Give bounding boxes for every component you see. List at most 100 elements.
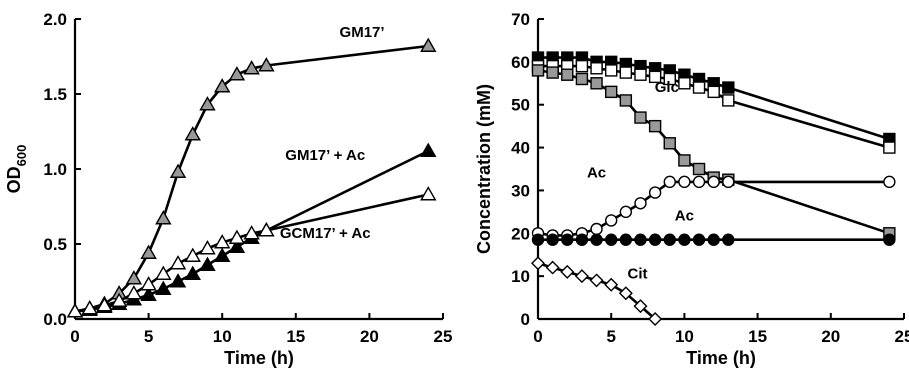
series-5-point (618, 286, 633, 301)
series-0-point (199, 96, 216, 111)
series-2-point (561, 68, 574, 81)
x-tick-label: 15 (748, 327, 767, 346)
series-4-point (663, 233, 676, 246)
series-1-point (605, 64, 618, 77)
series-1-point (228, 238, 246, 253)
y-tick-label: 60 (511, 53, 530, 72)
series-2-point (81, 300, 98, 315)
x-tick-label: 5 (144, 327, 153, 346)
series-0-point (722, 81, 735, 94)
series-2-point (531, 64, 545, 77)
series-3-point (590, 222, 603, 236)
series-3-point (648, 186, 662, 199)
series-3-point (692, 175, 706, 189)
series-0-point (155, 210, 172, 225)
series-3-point (605, 214, 618, 227)
series-2-point (184, 247, 201, 262)
series-2-point (420, 186, 437, 201)
series-3-point (883, 175, 896, 189)
series-2-point (634, 111, 647, 124)
series-2-point (692, 162, 706, 176)
series-2-point (140, 276, 157, 291)
series-1-point (634, 68, 647, 81)
x-tick-label: 15 (286, 327, 305, 346)
x-tick-label: 25 (434, 327, 453, 346)
y-tick-label: 40 (511, 139, 530, 158)
y-tick-label: 20 (511, 224, 530, 243)
series-0-point (184, 126, 201, 141)
series-2-point (199, 240, 216, 255)
y-axis-title-subscript: 600 (14, 145, 29, 167)
series-1-point (883, 141, 896, 154)
series-5-point (574, 269, 589, 284)
series-3-point (663, 175, 676, 189)
x-tick-label: 0 (533, 327, 542, 346)
annotation-label: GM17’ + Ac (285, 147, 365, 164)
series-2-point (619, 94, 633, 107)
series-3-point (634, 197, 647, 210)
series-0-point (420, 37, 437, 52)
series-2-point (590, 77, 603, 90)
series-2 (66, 186, 437, 318)
series-3-point (678, 175, 691, 189)
x-tick-label: 10 (213, 327, 232, 346)
x-tick-label: 20 (360, 327, 379, 346)
y-axis-title: OD600 (4, 145, 29, 194)
series-2-point (605, 85, 618, 99)
series-4-point (590, 233, 603, 246)
annotation-label: Glc (655, 79, 679, 96)
series-4-point (707, 233, 720, 246)
series-2-point (155, 265, 172, 280)
series-4-point (561, 233, 574, 246)
series-1-point (140, 286, 157, 301)
x-axis-title: Time (h) (686, 348, 756, 368)
series-0-point (228, 66, 246, 81)
series-1-point (155, 280, 172, 295)
series-1-point (648, 70, 662, 84)
y-tick-label: 1.0 (43, 160, 67, 179)
series-0-point (140, 244, 157, 259)
y-tick-label: 0 (521, 310, 530, 329)
series-5-point (589, 273, 604, 288)
series-2-point (96, 297, 113, 312)
series-2-point (110, 292, 128, 307)
series-4-point (678, 233, 691, 246)
series-5-point (545, 260, 560, 275)
series-4-point (722, 233, 735, 246)
series-5-point (633, 299, 648, 314)
annotation-label: Ac (587, 165, 606, 182)
series-1-point (213, 247, 231, 262)
series-3-point (722, 175, 735, 189)
series-0 (66, 37, 437, 318)
series-0-point (258, 57, 275, 72)
series-2-line (74, 193, 429, 313)
series-4-point (619, 233, 633, 246)
metabolite-concentration-chart: 0 5 10 15 20 25 0 10 20 30 40 50 60 70 Time (h) Concent… (474, 10, 909, 368)
series-2-point (663, 137, 676, 150)
annotation-label: GCM17’ + Ac (280, 225, 371, 242)
series-1-point (575, 59, 589, 73)
series-4 (531, 233, 896, 246)
series-5-point (531, 256, 545, 271)
y-tick-label: 50 (511, 96, 530, 115)
series-4-point (605, 233, 618, 246)
series-0-point (243, 60, 260, 75)
series-1-point (590, 62, 603, 75)
y-axis-title: Concentration (mM) (474, 84, 494, 254)
annotation-label: Cit (628, 265, 648, 282)
series-1-point (707, 85, 720, 99)
y-tick-label: 30 (511, 181, 530, 200)
x-tick-label: 0 (70, 327, 79, 346)
series-2-point (169, 255, 187, 270)
series-2-point (648, 119, 662, 133)
series-2-point (243, 225, 260, 240)
series-5 (531, 256, 663, 326)
x-tick-label: 20 (821, 327, 840, 346)
y-tick-label: 70 (511, 10, 530, 29)
y-tick-label: 1.5 (43, 85, 67, 104)
series-2-point (258, 222, 275, 237)
series-2-point (678, 154, 691, 167)
x-tick-label: 5 (606, 327, 615, 346)
y-tick-label: 10 (511, 267, 530, 286)
